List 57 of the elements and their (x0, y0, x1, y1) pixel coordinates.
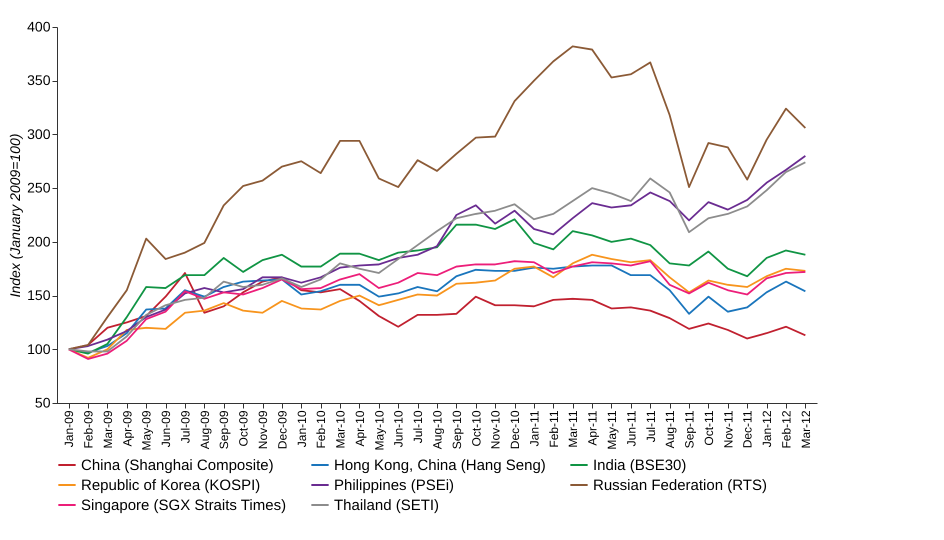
legend-label: India (BSE30) (593, 457, 686, 474)
x-tick-label: Aug-09 (198, 410, 212, 450)
legend-label: Hong Kong, China (Hang Seng) (334, 457, 546, 474)
x-tick-label: Apr-11 (586, 410, 600, 446)
x-tick-label: Jun-11 (624, 410, 638, 446)
legend-label: Republic of Korea (KOSPI) (81, 477, 260, 494)
x-tick-label: Mar-09 (100, 410, 115, 449)
x-tick-label: Mar-10 (334, 410, 348, 449)
legend-label: Singapore (SGX Straits Times) (81, 497, 286, 514)
x-tick-label: Dec-09 (275, 410, 290, 450)
x-tick-label: Jul-11 (644, 410, 658, 442)
x-tick-label: Dec-10 (508, 410, 522, 450)
x-tick-label: Feb-12 (779, 410, 794, 449)
x-tick-label: May-10 (372, 410, 386, 451)
legend-label: China (Shanghai Composite) (81, 457, 274, 474)
x-tick-label: Jul-10 (411, 410, 426, 444)
x-tick-label: Jan-09 (62, 410, 76, 448)
x-tick-label: Sep-11 (682, 410, 697, 448)
x-tick-label: Mar-12 (798, 410, 813, 449)
x-tick-label: Feb-11 (546, 410, 561, 448)
x-tick-label: Aug-11 (663, 410, 678, 448)
x-tick-label: Nov-09 (256, 410, 270, 450)
y-tick-label: 400 (27, 18, 51, 34)
y-tick-label: 350 (27, 72, 51, 88)
y-axis-title: Index (January 2009=100) (7, 134, 24, 298)
legend-label: Russian Federation (RTS) (593, 477, 767, 494)
x-tick-label: Oct-11 (702, 410, 716, 446)
x-tick-label: Mar-11 (566, 410, 580, 448)
x-tick-label: Apr-10 (352, 410, 367, 447)
x-tick-label: Feb-09 (82, 410, 96, 449)
legend-label: Philippines (PSEi) (334, 477, 454, 494)
x-tick-label: May-11 (604, 410, 619, 450)
y-tick-label: 250 (27, 180, 51, 196)
x-tick-label: Oct-09 (236, 410, 251, 447)
x-tick-label: Feb-10 (314, 410, 328, 449)
legend-label: Thailand (SETI) (334, 497, 440, 514)
x-tick-label: Jan-12 (760, 410, 774, 448)
y-tick-label: 50 (34, 394, 51, 410)
x-tick-label: May-09 (140, 410, 154, 451)
x-tick-label: Oct-10 (469, 410, 484, 447)
x-tick-label: Jun-10 (392, 410, 406, 448)
x-tick-label: Sep-09 (217, 410, 232, 450)
x-tick-label: Nov-11 (721, 410, 736, 448)
x-tick-label: Dec-11 (740, 410, 755, 448)
x-tick-label: Jun-09 (159, 410, 174, 448)
x-tick-label: Jul-09 (178, 410, 192, 444)
x-tick-label: Apr-09 (120, 410, 134, 447)
y-tick-label: 150 (27, 287, 51, 304)
line-series (68, 45, 806, 350)
x-tick-label: Jan-10 (294, 410, 309, 448)
y-tick-label: 200 (27, 233, 51, 250)
x-tick-label: Nov-10 (488, 410, 503, 450)
x-tick-label: Jan-11 (527, 410, 542, 446)
y-tick-label: 100 (27, 340, 51, 357)
x-tick-label: Aug-10 (430, 410, 444, 450)
y-tick-label: 300 (27, 126, 51, 142)
x-tick-label: Sep-10 (450, 410, 464, 450)
